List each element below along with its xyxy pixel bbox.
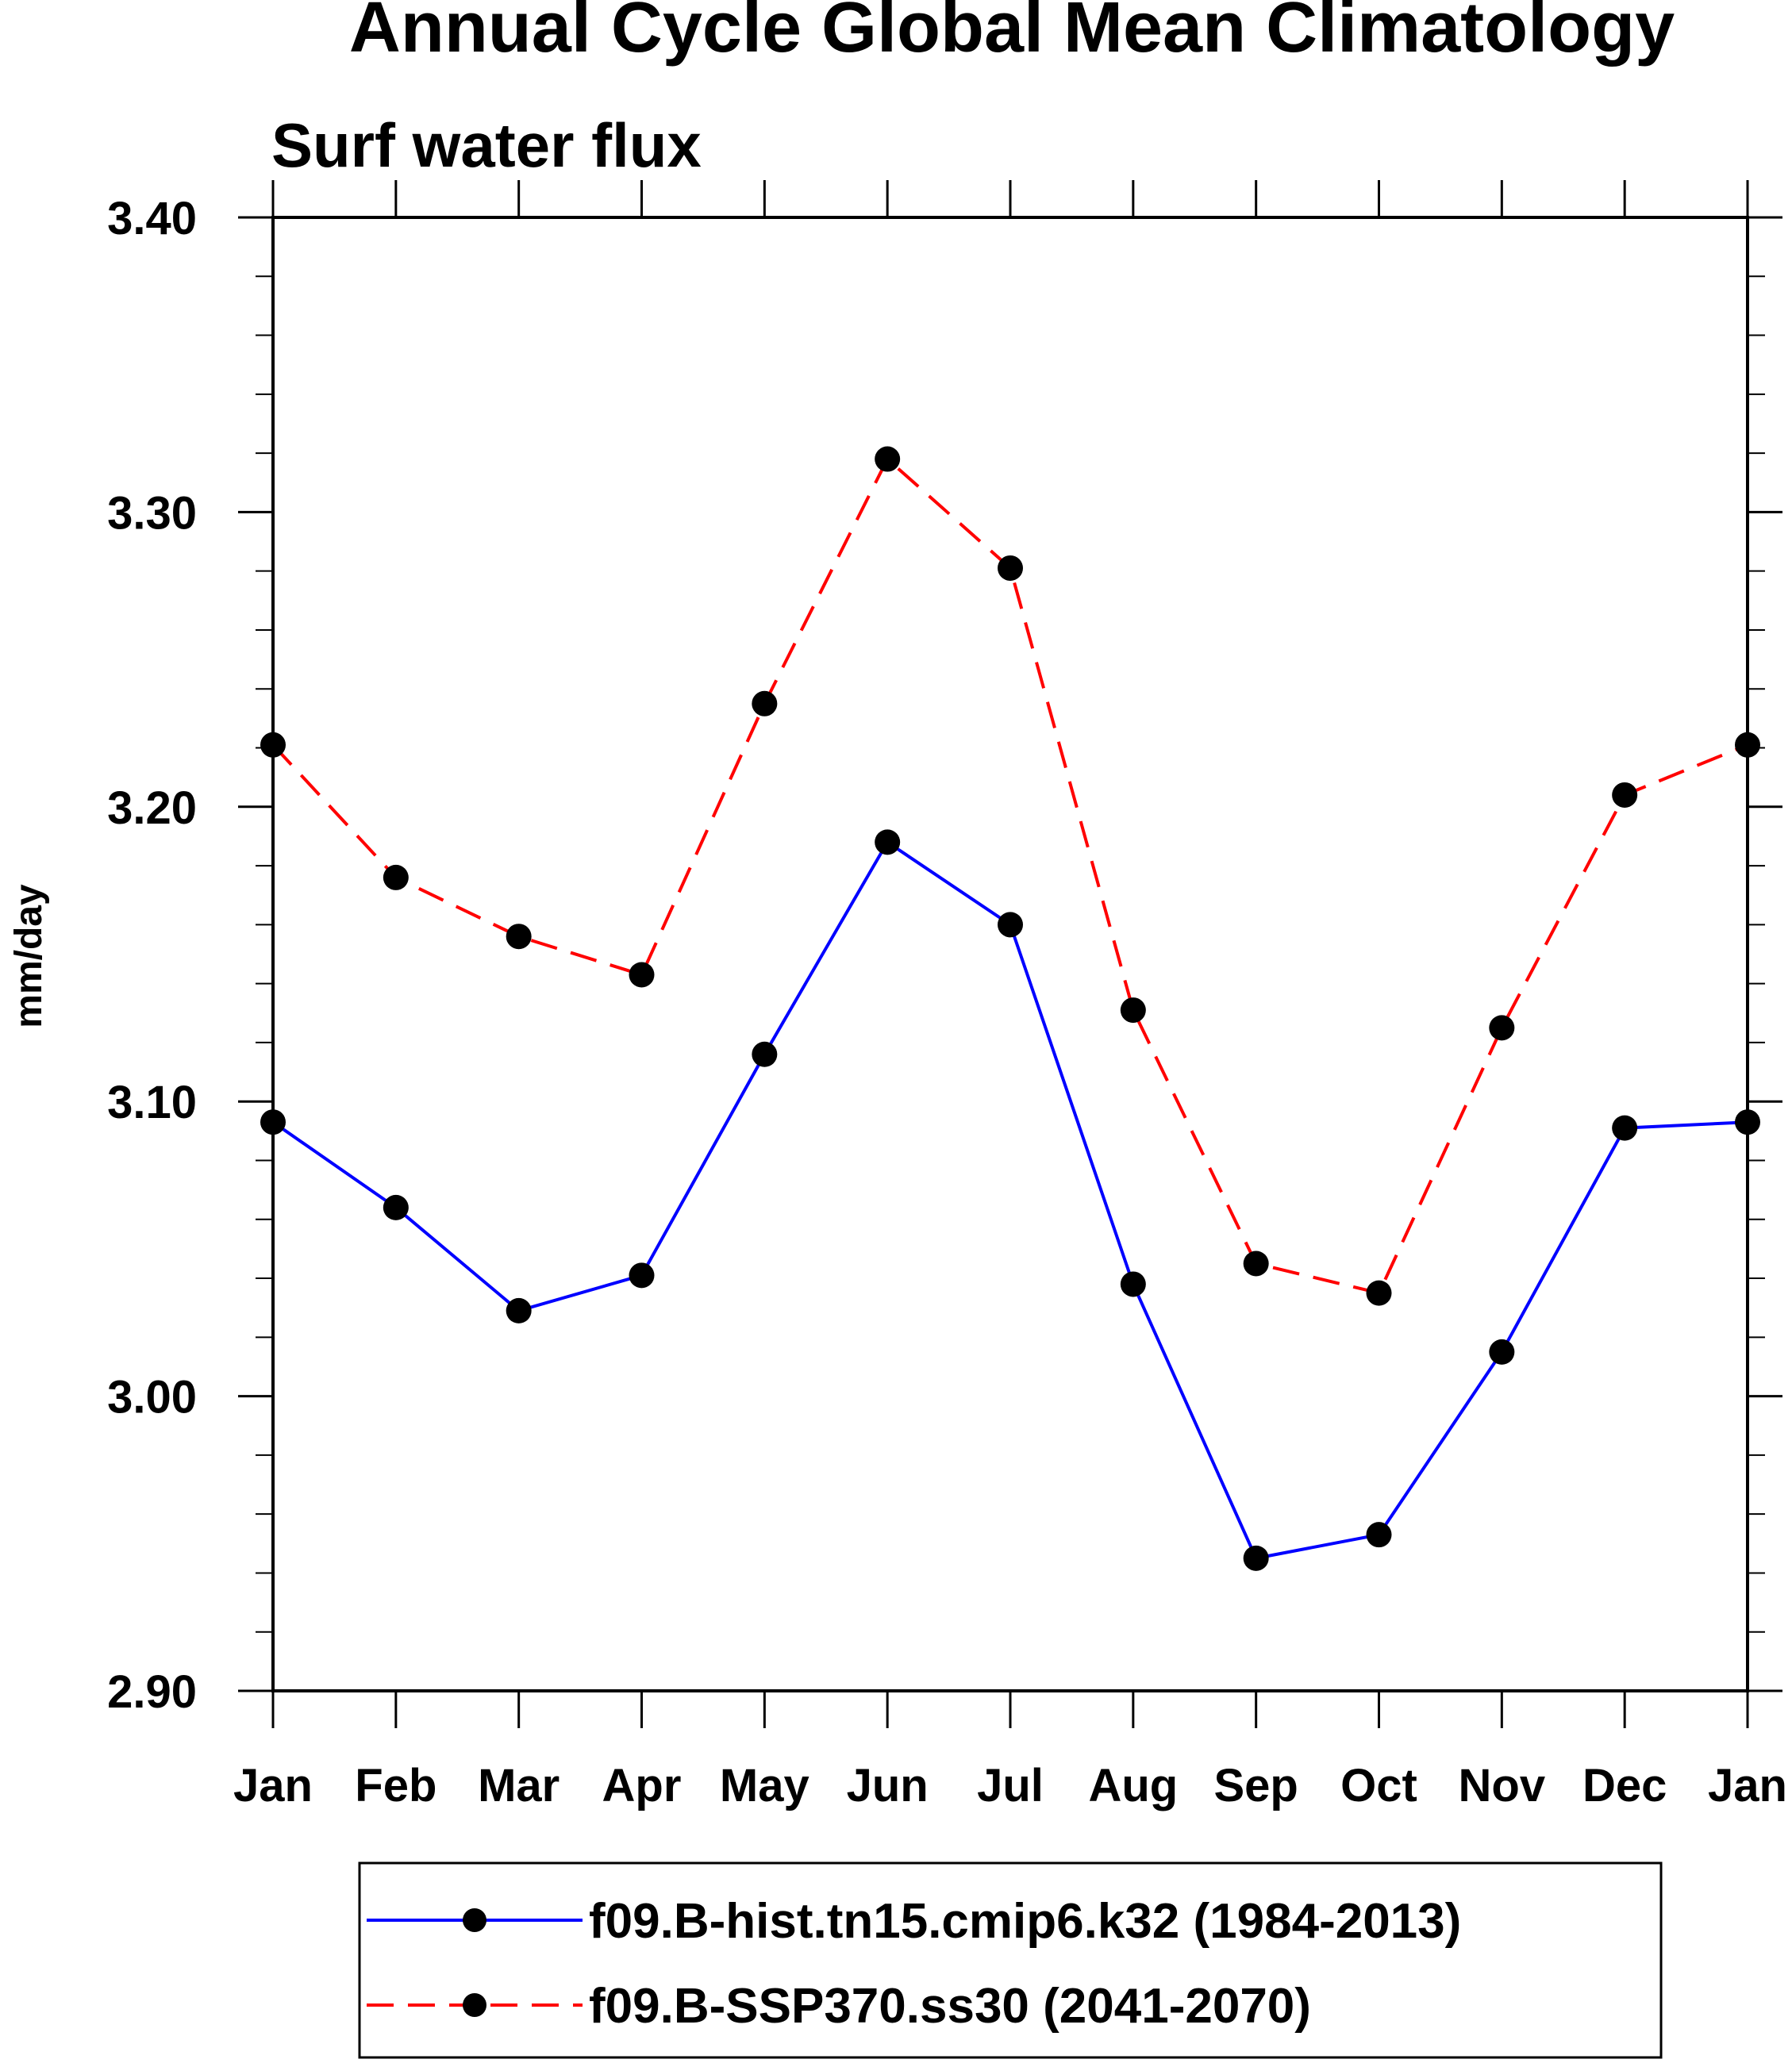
- data-point-ssp370: [260, 732, 286, 758]
- data-point-hist: [1366, 1522, 1392, 1548]
- y-tick-label: 2.90: [107, 1666, 197, 1718]
- data-point-hist: [875, 829, 901, 855]
- series-line-hist: [271, 840, 1748, 1560]
- data-point-ssp370: [1243, 1250, 1269, 1277]
- data-point-hist: [629, 1262, 655, 1289]
- legend-marker-ssp370: [463, 1993, 486, 2017]
- x-tick-label: Dec: [1582, 1760, 1667, 1811]
- y-tick-label: 3.20: [107, 782, 197, 834]
- x-tick-label: Jan: [1708, 1760, 1787, 1811]
- x-tick-label: May: [720, 1760, 809, 1811]
- series-layer: [260, 446, 1760, 1571]
- x-tick-label: Sep: [1213, 1760, 1298, 1811]
- data-point-hist: [1612, 1115, 1638, 1141]
- x-tick-label: Jan: [233, 1760, 313, 1811]
- data-point-ssp370: [875, 446, 901, 472]
- legend-label-ssp370: f09.B-SSP370.ss30 (2041-2070): [589, 1979, 1311, 2034]
- y-tick-label: 3.30: [107, 487, 197, 539]
- data-point-ssp370: [383, 864, 409, 890]
- data-point-hist: [383, 1194, 409, 1220]
- data-point-hist: [260, 1109, 286, 1135]
- data-point-ssp370: [1612, 782, 1638, 808]
- data-point-ssp370: [1120, 997, 1146, 1024]
- data-point-hist: [1489, 1339, 1515, 1365]
- data-point-hist: [1735, 1109, 1760, 1135]
- data-point-hist: [1120, 1271, 1146, 1297]
- chart-subtitle: Surf water flux: [271, 110, 702, 180]
- x-tick-label: Feb: [355, 1760, 436, 1811]
- y-tick-label: 3.40: [107, 193, 197, 244]
- y-axis-label: mm/day: [8, 884, 50, 1028]
- data-point-ssp370: [1735, 732, 1760, 758]
- x-tick-label: Apr: [602, 1760, 682, 1811]
- data-point-ssp370: [1366, 1280, 1392, 1306]
- x-tick-label: Mar: [478, 1760, 560, 1811]
- chart-title: Annual Cycle Global Mean Climatology: [349, 0, 1675, 67]
- data-point-hist: [752, 1041, 778, 1067]
- data-point-ssp370: [629, 962, 655, 988]
- legend-label-hist: f09.B-hist.tn15.cmip6.k32 (1984-2013): [589, 1894, 1461, 1949]
- y-tick-label: 3.10: [107, 1077, 197, 1128]
- x-tick-label: Aug: [1088, 1760, 1178, 1811]
- data-point-hist: [998, 912, 1023, 938]
- y-tick-label: 3.00: [107, 1372, 197, 1423]
- legend-marker-hist: [463, 1908, 486, 1932]
- data-point-hist: [506, 1297, 532, 1323]
- data-point-ssp370: [506, 924, 532, 950]
- x-tick-label: Jul: [977, 1760, 1044, 1811]
- plot-frame: [271, 216, 1749, 1692]
- data-point-ssp370: [998, 555, 1023, 581]
- data-point-ssp370: [752, 690, 778, 716]
- x-tick-label: Nov: [1459, 1760, 1546, 1811]
- data-point-hist: [1243, 1545, 1269, 1571]
- legend-box: [358, 1861, 1663, 2059]
- x-tick-label: Jun: [847, 1760, 929, 1811]
- series-line-ssp370: [271, 457, 1748, 1295]
- x-tick-label: Oct: [1340, 1760, 1417, 1811]
- data-point-ssp370: [1489, 1015, 1515, 1041]
- axes: 2.90 3.00 3.10 3.20 3.30 3.40 Jan Feb Mar Apr May J…: [107, 180, 1787, 1811]
